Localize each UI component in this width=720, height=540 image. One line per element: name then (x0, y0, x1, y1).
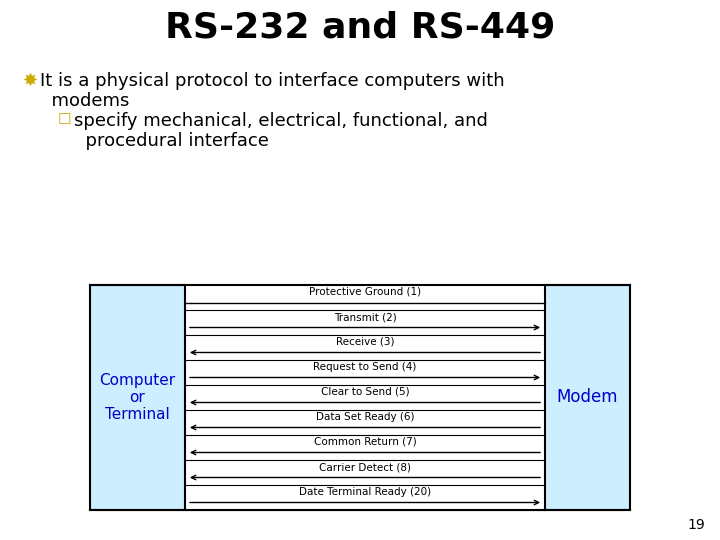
Text: RS-232 and RS-449: RS-232 and RS-449 (165, 10, 555, 44)
Text: Transmit (2): Transmit (2) (333, 312, 397, 322)
Text: Modem: Modem (557, 388, 618, 407)
Text: Receive (3): Receive (3) (336, 337, 395, 347)
Text: modems: modems (40, 92, 130, 110)
Bar (545, 285, 630, 510)
Text: Request to Send (4): Request to Send (4) (313, 362, 417, 372)
Text: Common Return (7): Common Return (7) (314, 437, 416, 447)
Text: Carrier Detect (8): Carrier Detect (8) (319, 462, 411, 472)
Text: 19: 19 (688, 518, 705, 532)
Text: Protective Ground (1): Protective Ground (1) (309, 287, 421, 297)
Bar (90, 285, 185, 510)
Text: procedural interface: procedural interface (74, 132, 269, 150)
Text: specify mechanical, electrical, functional, and: specify mechanical, electrical, function… (74, 112, 488, 130)
Text: It is a physical protocol to interface computers with: It is a physical protocol to interface c… (40, 72, 505, 90)
Text: ✸: ✸ (22, 72, 37, 90)
Text: Data Set Ready (6): Data Set Ready (6) (316, 412, 414, 422)
Text: Clear to Send (5): Clear to Send (5) (320, 387, 409, 397)
Text: ☐: ☐ (58, 112, 71, 127)
Text: Date Terminal Ready (20): Date Terminal Ready (20) (299, 487, 431, 497)
Text: Computer
or
Terminal: Computer or Terminal (99, 373, 176, 422)
